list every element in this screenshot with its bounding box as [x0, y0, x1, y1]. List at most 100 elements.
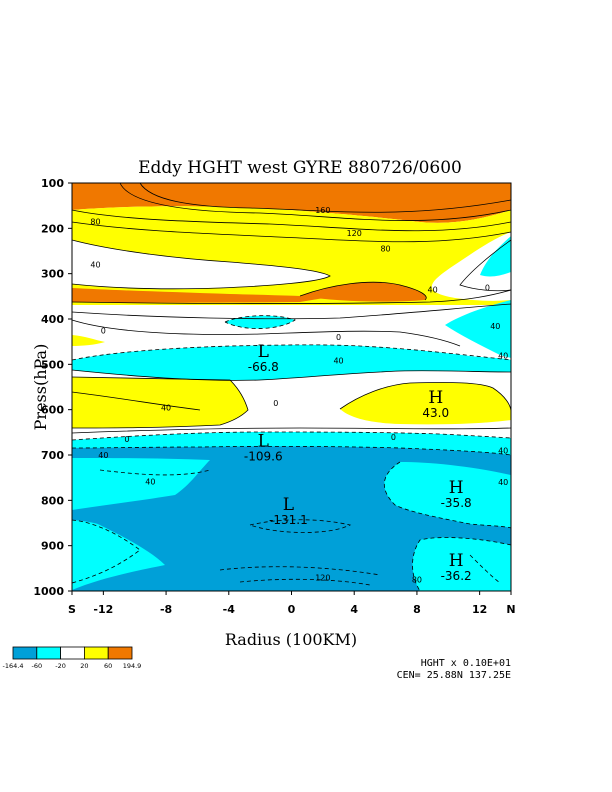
x-axis-label: Radius (100KM) — [225, 630, 357, 649]
footer-center: CEN= 25.88N 137.25E — [397, 670, 511, 681]
contour-line — [71, 376, 249, 429]
contour-line — [99, 461, 512, 529]
contour-line — [469, 554, 501, 584]
y-axis-label: Press(hPa) — [31, 344, 50, 431]
contour-label: 0 — [391, 433, 396, 442]
contour-label: 80 — [90, 218, 100, 227]
x-tick-label: 8 — [413, 603, 421, 616]
legend-level-label: -164.4 — [3, 662, 24, 670]
band-cyan-left-bottom — [72, 520, 140, 583]
extremum-letter: H — [449, 551, 464, 571]
extremum-value: -131.1 — [269, 513, 308, 527]
contour-line — [71, 221, 512, 243]
extremum-letter: L — [258, 432, 269, 452]
y-tick-label: 400 — [41, 313, 64, 326]
contour-label: 40 — [498, 478, 508, 487]
contour-line — [71, 289, 512, 304]
y-tick-label: 700 — [41, 449, 64, 462]
band-yellow-right — [340, 382, 511, 425]
contour-label: 120 — [347, 229, 362, 238]
contour-label: 80 — [412, 576, 422, 585]
contour-line — [249, 519, 352, 533]
extremum-letter: L — [283, 495, 294, 515]
contour-label: 160 — [315, 206, 330, 215]
contour-label: 40 — [498, 351, 508, 360]
contour-line — [71, 209, 512, 232]
extremum-letter: H — [428, 388, 443, 408]
legend-level-label: 194.9 — [123, 662, 142, 670]
contour-labels: 160 120 80 80 40 40 0 0 0 40 40 40 40 0 0 0 40 40 40 40 120 8… — [90, 206, 508, 584]
extremum-value: -36.2 — [441, 569, 472, 583]
contour-line — [219, 566, 381, 576]
extremum-value: -109.6 — [244, 450, 283, 464]
contour-line — [71, 239, 331, 290]
y-tick-label: 800 — [41, 494, 64, 507]
x-tick-label: 12 — [472, 603, 487, 616]
x-axis: S -12 -8 -4 0 4 8 12 N — [68, 591, 516, 616]
contour-label: 40 — [490, 322, 500, 331]
contour-line — [71, 344, 512, 361]
extremum-letter: H — [449, 478, 464, 498]
contour-label: 40 — [333, 357, 343, 366]
x-tick-label: N — [506, 603, 515, 616]
y-axis: 100 200 300 400 500 600 700 800 900 1000 — [33, 177, 72, 598]
contour-lines — [71, 182, 512, 592]
extremum-value: 43.0 — [422, 406, 449, 420]
extremum-letter: L — [258, 342, 269, 362]
y-tick-label: 900 — [41, 540, 64, 553]
contour-label: 0 — [336, 333, 341, 342]
band-orange-mid — [72, 288, 330, 303]
extremum-value: -35.8 — [441, 496, 472, 510]
y-tick-label: 1000 — [33, 585, 64, 598]
contour-line — [299, 281, 427, 301]
legend-swatch — [107, 646, 133, 660]
contour-label: 80 — [380, 245, 390, 254]
contour-line — [71, 427, 512, 434]
contour-line — [71, 391, 201, 411]
contour-line — [71, 369, 512, 381]
legend-level-label: -60 — [31, 662, 42, 670]
contour-label: 40 — [428, 286, 438, 295]
contour-label: 0 — [485, 283, 490, 292]
y-tick-label: 500 — [41, 358, 64, 371]
contour-line — [71, 445, 512, 456]
contour-label: 40 — [145, 477, 155, 486]
contour-line — [224, 315, 296, 329]
legend-level-label: 20 — [80, 662, 88, 670]
extremum-value: -66.8 — [248, 360, 279, 374]
band-cyan-low-upper — [72, 344, 511, 381]
y-tick-label: 200 — [41, 222, 64, 235]
band-white-upper — [72, 240, 330, 289]
contour-label: 40 — [98, 451, 108, 460]
contour-line — [459, 239, 512, 292]
contour-line — [139, 182, 512, 213]
band-blue-low — [72, 446, 511, 591]
contour-label: 0 — [124, 435, 129, 444]
y-tick-label: 600 — [41, 404, 64, 417]
plot-area: 160 120 80 80 40 40 0 0 0 40 40 40 40 0 0 0 40 40 40 40 120 8… — [71, 182, 512, 592]
contour-label: 40 — [90, 261, 100, 270]
legend-level-label: 60 — [104, 662, 112, 670]
contour-label: 40 — [498, 446, 508, 455]
band-yellow-small-left — [72, 335, 105, 346]
contour-line — [71, 519, 141, 584]
contour-label: 0 — [101, 326, 106, 335]
x-tick-label: 4 — [350, 603, 358, 616]
contour-line — [71, 431, 512, 441]
x-tick-label: -12 — [93, 603, 113, 616]
band-cyan-right — [445, 300, 511, 358]
contour-label: 120 — [315, 573, 330, 582]
y-tick-label: 300 — [41, 268, 64, 281]
x-tick-label: S — [68, 603, 76, 616]
contour-line — [119, 182, 512, 221]
band-yellow-left — [72, 377, 248, 428]
contour-line — [71, 303, 512, 320]
contour-label: 40 — [161, 403, 171, 412]
legend-swatch — [60, 646, 85, 660]
contour-line — [71, 319, 461, 347]
chart-title: Eddy HGHT west GYRE 880726/0600 — [138, 158, 462, 178]
shaded-bands — [72, 183, 511, 591]
color-legend: -164.4 -60 -20 20 60 194.9 — [3, 646, 142, 670]
